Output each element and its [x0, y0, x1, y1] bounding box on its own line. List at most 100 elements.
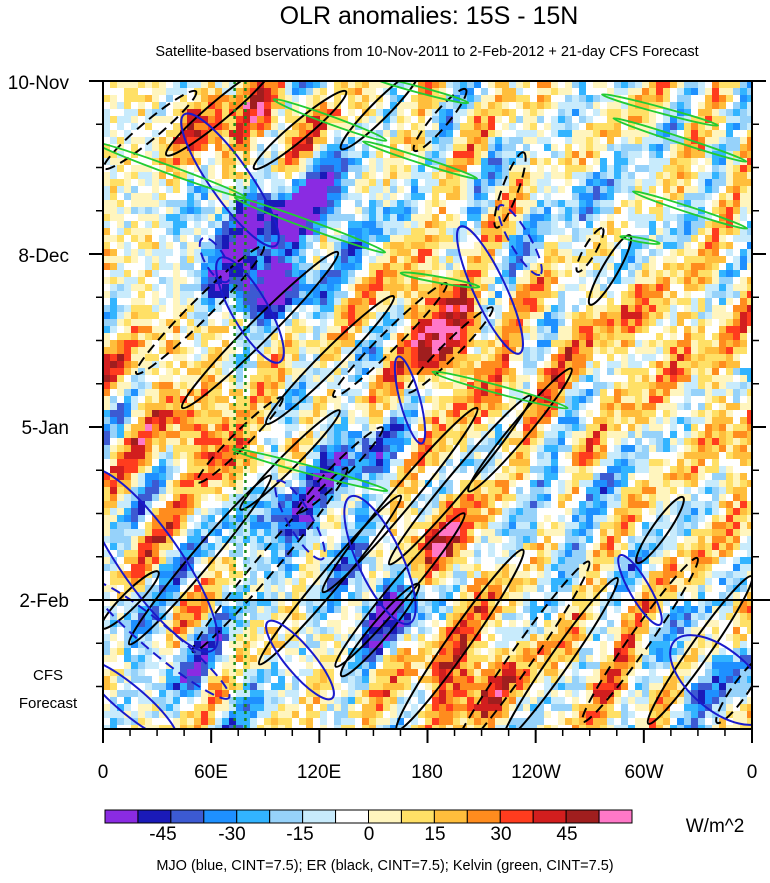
olr-cell — [418, 396, 426, 404]
olr-cell — [502, 312, 510, 320]
olr-cell — [488, 382, 496, 390]
olr-cell — [607, 179, 615, 187]
olr-cell — [390, 375, 398, 383]
olr-cell — [719, 410, 727, 418]
olr-cell — [180, 340, 188, 348]
olr-cell — [194, 270, 202, 278]
olr-cell — [600, 221, 608, 229]
olr-cell — [530, 165, 538, 173]
olr-cell — [698, 368, 706, 376]
olr-cell — [677, 172, 685, 180]
olr-cell — [355, 256, 363, 264]
olr-cell — [614, 249, 622, 257]
olr-cell — [614, 389, 622, 397]
olr-cell — [152, 438, 160, 446]
olr-cell — [180, 410, 188, 418]
olr-cell — [201, 256, 209, 264]
olr-cell — [292, 186, 300, 194]
olr-cell — [404, 144, 412, 152]
olr-cell — [607, 361, 615, 369]
olr-cell — [173, 354, 181, 362]
olr-cell — [551, 354, 559, 362]
olr-cell — [166, 207, 174, 215]
olr-cell — [439, 193, 447, 201]
olr-cell — [726, 333, 734, 341]
olr-cell — [166, 277, 174, 285]
olr-cell — [369, 151, 377, 159]
olr-cell — [425, 291, 433, 299]
olr-cell — [110, 270, 118, 278]
olr-cell — [159, 347, 167, 355]
olr-cell — [110, 438, 118, 446]
olr-cell — [152, 193, 160, 201]
olr-cell — [418, 207, 426, 215]
olr-cell — [607, 375, 615, 383]
olr-cell — [740, 340, 748, 348]
olr-cell — [628, 137, 636, 145]
olr-cell — [425, 361, 433, 369]
olr-cell — [222, 179, 230, 187]
olr-cell — [691, 340, 699, 348]
olr-cell — [614, 305, 622, 313]
olr-cell — [264, 368, 272, 376]
olr-cell — [453, 116, 461, 124]
olr-cell — [530, 326, 538, 334]
olr-cell — [411, 137, 419, 145]
olr-cell — [299, 263, 307, 271]
olr-cell — [369, 137, 377, 145]
olr-cell — [656, 389, 664, 397]
olr-cell — [439, 270, 447, 278]
olr-cell — [467, 389, 475, 397]
olr-cell — [131, 214, 139, 222]
olr-cell — [544, 312, 552, 320]
olr-cell — [691, 207, 699, 215]
olr-cell — [705, 340, 713, 348]
olr-cell — [453, 214, 461, 222]
olr-cell — [222, 424, 230, 432]
olr-cell — [572, 214, 580, 222]
olr-cell — [495, 340, 503, 348]
olr-cell — [544, 452, 552, 460]
olr-cell — [593, 445, 601, 453]
olr-cell — [243, 319, 251, 327]
olr-cell — [159, 445, 167, 453]
olr-cell — [355, 81, 363, 89]
olr-cell — [656, 270, 664, 278]
olr-cell — [229, 424, 237, 432]
olr-cell — [320, 312, 328, 320]
olr-cell — [509, 305, 517, 313]
olr-cell — [516, 424, 524, 432]
olr-cell — [621, 207, 629, 215]
olr-cell — [691, 291, 699, 299]
olr-cell — [138, 165, 146, 173]
olr-cell — [264, 389, 272, 397]
olr-cell — [257, 214, 265, 222]
olr-cell — [733, 368, 741, 376]
olr-cell — [334, 431, 342, 439]
olr-cell — [586, 368, 594, 376]
olr-cell — [313, 193, 321, 201]
olr-cell — [215, 417, 223, 425]
olr-cell — [124, 214, 132, 222]
olr-cell — [250, 263, 258, 271]
olr-cell — [593, 221, 601, 229]
olr-cell — [656, 179, 664, 187]
olr-cell — [334, 368, 342, 376]
olr-cell — [537, 235, 545, 243]
olr-cell — [159, 88, 167, 96]
olr-cell — [327, 123, 335, 131]
olr-cell — [264, 207, 272, 215]
olr-cell — [691, 172, 699, 180]
olr-cell — [292, 158, 300, 166]
olr-cell — [285, 221, 293, 229]
olr-cell — [369, 438, 377, 446]
olr-cell — [516, 116, 524, 124]
olr-cell — [733, 284, 741, 292]
olr-cell — [285, 186, 293, 194]
olr-cell — [572, 228, 580, 236]
olr-cell — [635, 137, 643, 145]
olr-cell — [432, 102, 440, 110]
olr-cell — [131, 88, 139, 96]
olr-cell — [705, 158, 713, 166]
olr-cell — [362, 445, 370, 453]
